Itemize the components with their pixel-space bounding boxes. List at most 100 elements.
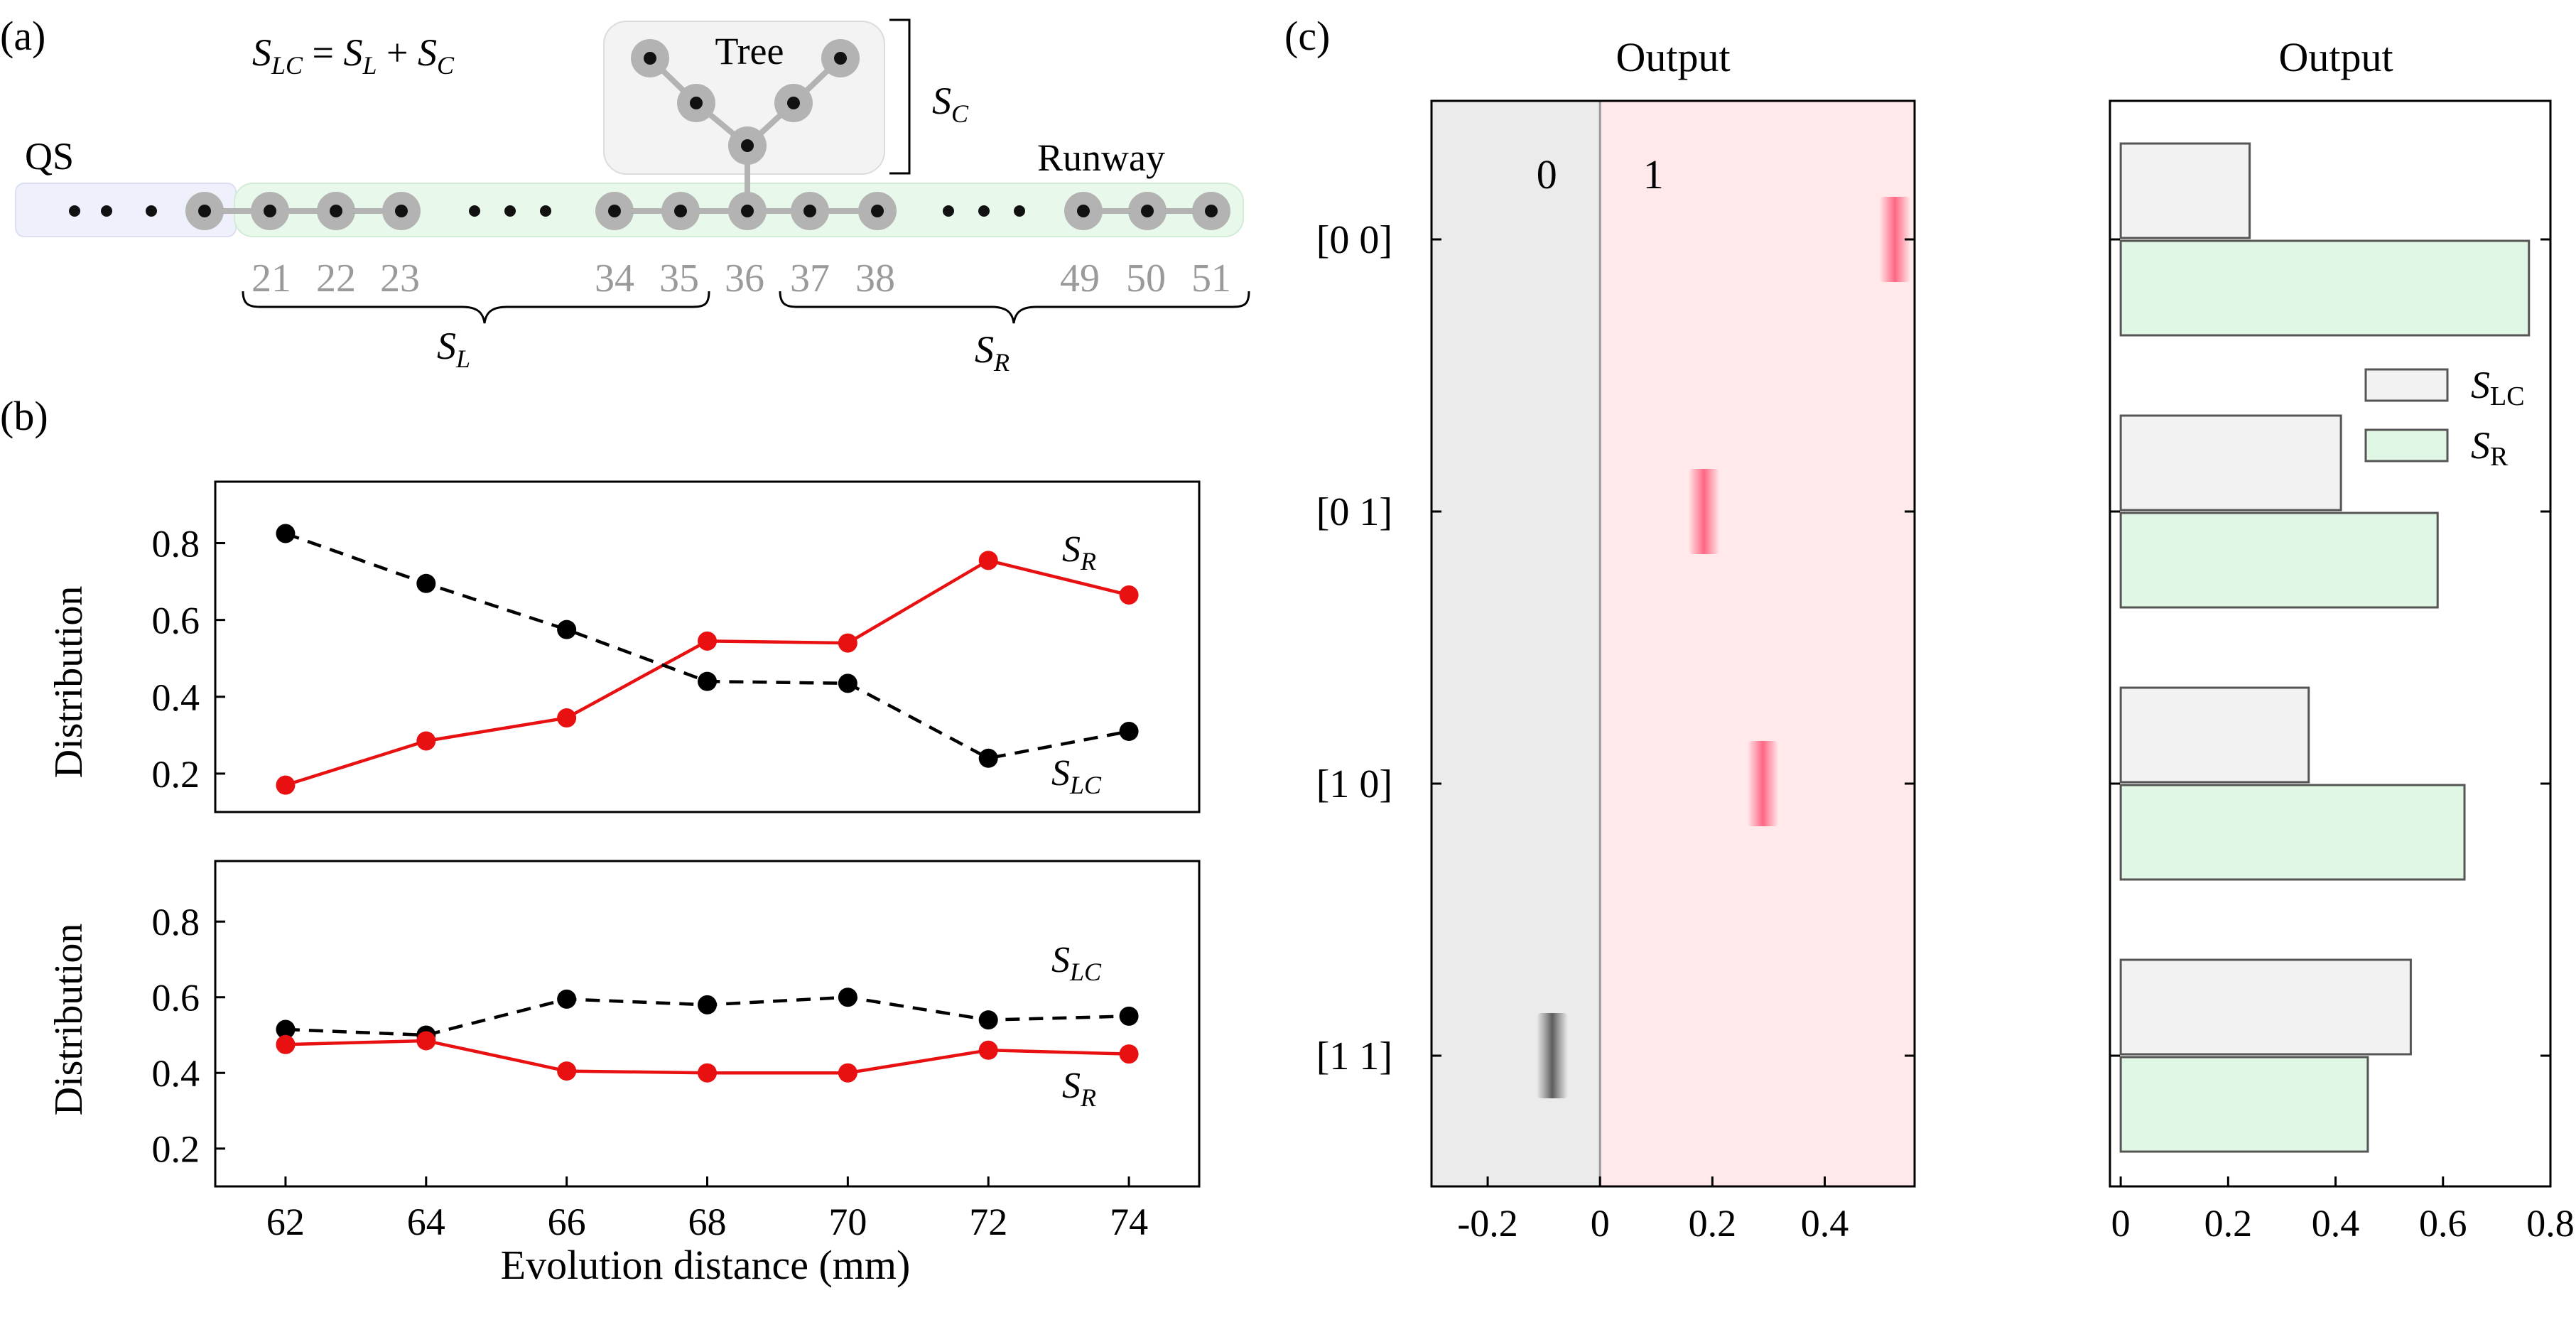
runway-label: Runway (1037, 136, 1165, 179)
site-number: 51 (1191, 256, 1231, 301)
panel-label-c: (c) (1284, 13, 1330, 59)
legend-label-sr: SR (2471, 424, 2509, 472)
chart-b-top: Distribution 0.2 0.4 0.6 0.8 SR SLC (47, 480, 1201, 813)
panel-label-b: (b) (0, 393, 48, 439)
bar-s-r (2119, 512, 2439, 609)
sl-label: SL (437, 325, 470, 373)
output-marker-1 (1879, 197, 1911, 282)
site-21 (185, 192, 224, 230)
y-tick-label: 0.8 (152, 901, 200, 943)
bar-s-lc (2119, 686, 2310, 784)
x-tick-label: 0.2 (2204, 1202, 2253, 1245)
plot-frame-b-top (214, 480, 1201, 813)
tree-site (631, 39, 669, 77)
x-tick-label: 0.4 (1801, 1202, 1849, 1245)
site-number: 37 (790, 256, 830, 301)
category-label: [0 0] (1316, 218, 1392, 262)
y-tick-label: 0.4 (152, 676, 200, 719)
x-tick-label: 74 (1110, 1201, 1148, 1243)
xlabel-b: Evolution distance (mm) (501, 1242, 911, 1288)
region-label-one: 1 (1643, 151, 1664, 197)
data-point-s-r (698, 1063, 717, 1083)
site-22 (317, 192, 355, 230)
data-point-s-r (276, 1034, 296, 1054)
legend-swatch-sr (2364, 428, 2449, 462)
x-tick-label: 0 (1591, 1202, 1610, 1245)
y-tick-label: 0.2 (152, 753, 200, 796)
category-label: [1 1] (1316, 1034, 1392, 1078)
data-point-s-lc (276, 1019, 296, 1039)
x-tick-label: 0.6 (2419, 1202, 2467, 1245)
equation-text: SLC = SL + SC (252, 31, 455, 80)
site-50 (1128, 192, 1167, 230)
data-point-s-lc (416, 573, 436, 593)
region-label-zero: 0 (1537, 151, 1557, 197)
category-label: [1 0] (1316, 762, 1392, 806)
output-marker-4 (1537, 1013, 1568, 1098)
site-number: 49 (1060, 256, 1100, 301)
series-label-slc-bottom: SLC (1051, 940, 1102, 986)
schematic-panel: SLC = SL + SC Tree SC QS Runway (15, 18, 1250, 377)
qs-label: QS (25, 135, 74, 178)
ellipsis-dot (101, 205, 112, 217)
ellipsis-dot (69, 205, 80, 217)
ellipsis-dot (146, 205, 157, 217)
series-label-slc-top: SLC (1051, 753, 1102, 799)
site-number: 34 (595, 256, 634, 301)
sr-label: SR (975, 328, 1010, 377)
data-point-s-r (557, 708, 577, 728)
data-point-s-r (1119, 1044, 1139, 1064)
ylabel-b-bottom: Distribution (47, 924, 91, 1116)
series-label-sr-top: SR (1062, 529, 1096, 575)
site-21b (251, 192, 289, 230)
bar-s-lc (2119, 414, 2342, 512)
x-tick-label: 0.4 (2312, 1202, 2360, 1245)
site-34 (595, 192, 634, 230)
data-point-s-lc (838, 673, 857, 693)
site-37 (791, 192, 829, 230)
output-marker-3 (1747, 741, 1779, 826)
data-point-s-lc (698, 671, 717, 691)
plot-frame-c-left (1430, 99, 1916, 1188)
y-tick-label: 0.4 (152, 1052, 200, 1095)
tree-site (728, 126, 767, 165)
x-tick-label: 70 (828, 1201, 867, 1243)
data-point-s-lc (978, 1010, 998, 1030)
ellipsis-dot (469, 205, 480, 217)
category-label: [0 1] (1316, 490, 1392, 534)
title-c-right: Output (2278, 34, 2393, 80)
data-point-s-r (416, 1031, 436, 1051)
ellipsis-dot (978, 205, 990, 217)
data-point-s-r (416, 731, 436, 751)
legend-label-slc: SLC (2471, 364, 2525, 411)
data-point-s-lc (838, 987, 857, 1007)
site-number: 23 (380, 256, 420, 301)
data-point-s-r (1119, 585, 1139, 605)
data-point-s-lc (1119, 1006, 1139, 1026)
bar-s-lc (2119, 958, 2412, 1056)
x-tick-label: -0.2 (1457, 1202, 1517, 1245)
y-tick-label: 0.6 (152, 600, 200, 642)
region-one (1600, 101, 1915, 1186)
site-number: 50 (1126, 256, 1166, 301)
site-number: 36 (725, 256, 764, 301)
tree-region (603, 21, 885, 175)
ellipsis-dot (1014, 205, 1025, 217)
ellipsis-dot (943, 205, 954, 217)
tree-site (677, 84, 715, 122)
y-tick-label: 0.6 (152, 977, 200, 1019)
chart-c-left: Output 0 1 [0 0] [0 1] [1 0] [1 1] -0.2 0 0.2… (1316, 34, 1916, 1245)
data-point-s-r (838, 633, 857, 653)
site-51 (1192, 192, 1230, 230)
site-36 (728, 192, 767, 230)
output-marker-2 (1688, 469, 1720, 554)
site-number: 35 (659, 256, 699, 301)
ylabel-b-top: Distribution (47, 586, 91, 779)
y-tick-label: 0.8 (152, 523, 200, 566)
tree-site (821, 39, 860, 77)
x-tick-label: 0 (2111, 1202, 2131, 1245)
site-23 (382, 192, 421, 230)
sr-brace (779, 291, 1250, 324)
data-point-s-lc (978, 748, 998, 768)
chart-c-right: Output 0 0.2 0.4 0.6 0.8 SLC SR (2109, 34, 2575, 1245)
